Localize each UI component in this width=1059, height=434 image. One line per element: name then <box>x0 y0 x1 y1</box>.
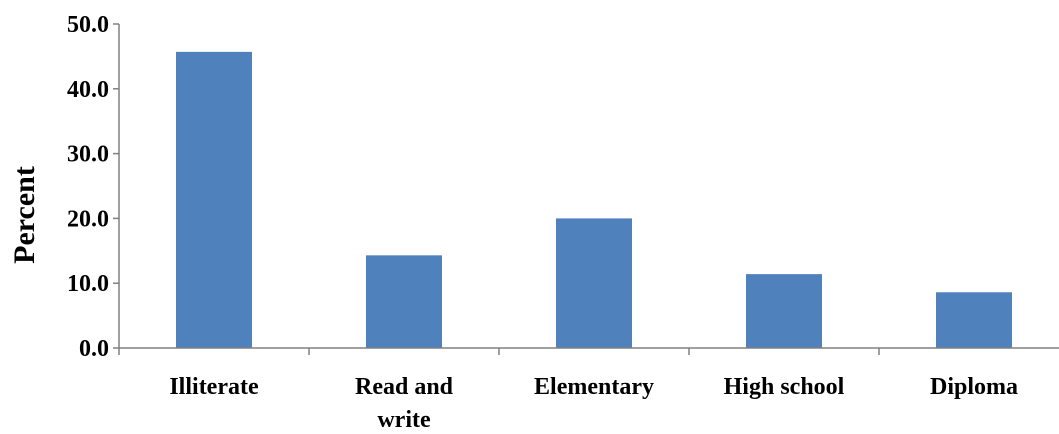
x-tick-label-line: Read and <box>355 374 454 400</box>
y-tick-label: 0.0 <box>79 336 109 362</box>
bar <box>176 51 252 348</box>
y-axis-title: Percent <box>8 166 41 264</box>
y-tick-label: 20.0 <box>67 206 109 232</box>
y-tick-label: 30.0 <box>67 142 109 168</box>
y-tick-label: 10.0 <box>67 271 109 297</box>
x-axis-labels: Illiterate Read and write Elementary High sc… <box>169 374 1018 433</box>
x-tick-label-line: High school <box>724 374 845 400</box>
x-tick-label: Elementary <box>534 374 654 400</box>
x-tick-label-line: Elementary <box>534 374 654 400</box>
x-tick-label-line: Diploma <box>930 374 1018 400</box>
x-tick-label-line: Illiterate <box>169 374 259 400</box>
x-tick-label: Diploma <box>930 374 1018 400</box>
y-tick-label: 50.0 <box>67 12 109 38</box>
bar <box>366 255 442 348</box>
x-tick-label: Read and write <box>355 374 454 433</box>
y-axis-ticks: 0.0 10.0 20.0 30.0 40.0 50.0 <box>67 12 119 362</box>
bar <box>936 292 1012 348</box>
bar <box>746 274 822 348</box>
bars <box>176 51 1012 348</box>
y-tick-label: 40.0 <box>67 77 109 103</box>
x-tick-label: High school <box>724 374 845 400</box>
x-tick-label: Illiterate <box>169 374 259 400</box>
bar <box>556 218 632 348</box>
axes <box>118 24 1059 355</box>
x-tick-label-line: write <box>377 407 431 433</box>
